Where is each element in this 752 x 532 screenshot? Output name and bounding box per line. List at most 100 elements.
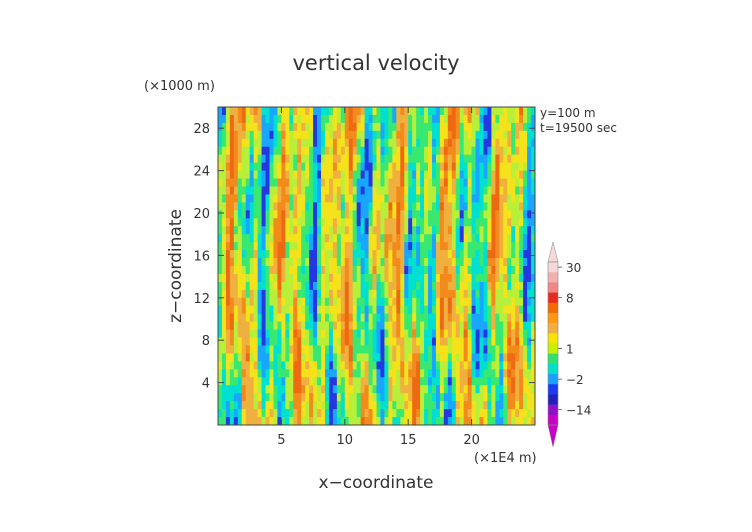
heatmap-cell: [317, 107, 322, 116]
heatmap-cell: [396, 258, 401, 267]
heatmap-cell: [455, 242, 461, 251]
heatmap-cell: [487, 114, 492, 124]
heatmap-cell: [257, 369, 262, 378]
heatmap-cell: [531, 401, 536, 410]
heatmap-cell: [321, 377, 326, 386]
heatmap-cell: [281, 170, 286, 179]
heatmap-cell: [420, 154, 425, 164]
heatmap-cell: [507, 202, 512, 211]
heatmap-cell: [507, 186, 512, 195]
heatmap-cell: [392, 218, 397, 227]
heatmap-cell: [229, 321, 235, 330]
heatmap-cell: [455, 353, 461, 362]
heatmap-cell: [301, 409, 306, 418]
heatmap-cell: [412, 154, 417, 164]
heatmap-cell: [281, 250, 286, 259]
heatmap-cell: [352, 417, 358, 426]
heatmap-cell: [479, 234, 484, 243]
heatmap-cell: [348, 281, 354, 291]
heatmap-cell: [527, 122, 532, 132]
heatmap-cell: [253, 385, 259, 394]
heatmap-cell: [229, 281, 235, 291]
heatmap-cell: [237, 305, 243, 315]
heatmap-cell: [495, 202, 500, 211]
heatmap-cell: [487, 345, 492, 354]
heatmap-cell: [309, 417, 314, 426]
heatmap-cell: [420, 313, 425, 323]
heatmap-cell: [404, 218, 409, 227]
heatmap-cell: [443, 202, 449, 211]
heatmap-cell: [340, 138, 346, 148]
heatmap-cell: [364, 353, 369, 362]
heatmap-cell: [420, 114, 425, 124]
heatmap-cell: [301, 305, 306, 315]
heatmap-cell: [317, 130, 322, 140]
heatmap-cell: [404, 321, 409, 330]
heatmap-cell: [249, 313, 255, 323]
heatmap-cell: [388, 313, 393, 323]
heatmap-cell: [237, 178, 243, 187]
heatmap-cell: [443, 297, 449, 307]
heatmap-cell: [249, 409, 255, 418]
heatmap-cell: [420, 369, 425, 378]
heatmap-cell: [408, 226, 413, 235]
heatmap-cell: [531, 305, 536, 315]
heatmap-cell: [336, 329, 342, 338]
heatmap-cell: [285, 361, 290, 370]
heatmap-cell: [221, 297, 227, 307]
heatmap-cell: [233, 321, 239, 330]
heatmap-cell: [229, 194, 235, 203]
heatmap-cell: [503, 170, 508, 179]
heatmap-cell: [424, 353, 429, 362]
heatmap-cell: [384, 170, 389, 179]
heatmap-cell: [301, 313, 306, 323]
heatmap-cell: [404, 146, 409, 156]
heatmap-cell: [273, 281, 278, 291]
heatmap-cell: [428, 313, 433, 323]
heatmap-cell: [507, 258, 512, 267]
heatmap-cell: [439, 242, 445, 251]
heatmap-cell: [321, 321, 326, 330]
heatmap-cell: [400, 162, 405, 171]
heatmap-cell: [360, 258, 366, 267]
heatmap-cell: [372, 202, 377, 211]
heatmap-cell: [428, 393, 433, 402]
heatmap-cell: [503, 345, 508, 354]
heatmap-cell: [285, 146, 290, 156]
heatmap-cell: [435, 234, 441, 243]
heatmap-cell: [344, 162, 350, 171]
heatmap-cell: [388, 226, 393, 235]
heatmap-cell: [237, 258, 243, 267]
heatmap-cell: [317, 273, 322, 283]
heatmap-cell: [225, 297, 231, 307]
heatmap-cell: [491, 289, 496, 299]
heatmap-cell: [273, 107, 278, 116]
heatmap-cell: [364, 417, 369, 426]
heatmap-cell: [273, 266, 278, 275]
heatmap-cell: [229, 178, 235, 187]
heatmap-cell: [352, 242, 358, 251]
heatmap-cell: [285, 353, 290, 362]
heatmap-cell: [356, 329, 362, 338]
heatmap-cell: [511, 329, 516, 338]
heatmap-cell: [523, 242, 528, 251]
heatmap-cell: [281, 202, 286, 211]
heatmap-cell: [281, 194, 286, 203]
heatmap-cell: [313, 329, 318, 338]
heatmap-cell: [431, 369, 437, 378]
heatmap-cell: [471, 281, 476, 291]
heatmap-cell: [285, 114, 290, 124]
heatmap-cell: [305, 409, 310, 418]
heatmap-cell: [265, 289, 270, 299]
heatmap-cell: [531, 114, 536, 124]
heatmap-cell: [344, 401, 350, 410]
heatmap-cell: [439, 281, 445, 291]
heatmap-cell: [257, 353, 262, 362]
heatmap-cell: [257, 234, 262, 243]
heatmap-cell: [523, 122, 528, 132]
heatmap-cell: [289, 138, 294, 148]
heatmap-cell: [451, 194, 457, 203]
heatmap-cell: [531, 122, 536, 132]
heatmap-cell: [340, 369, 346, 378]
heatmap-cell: [293, 353, 298, 362]
